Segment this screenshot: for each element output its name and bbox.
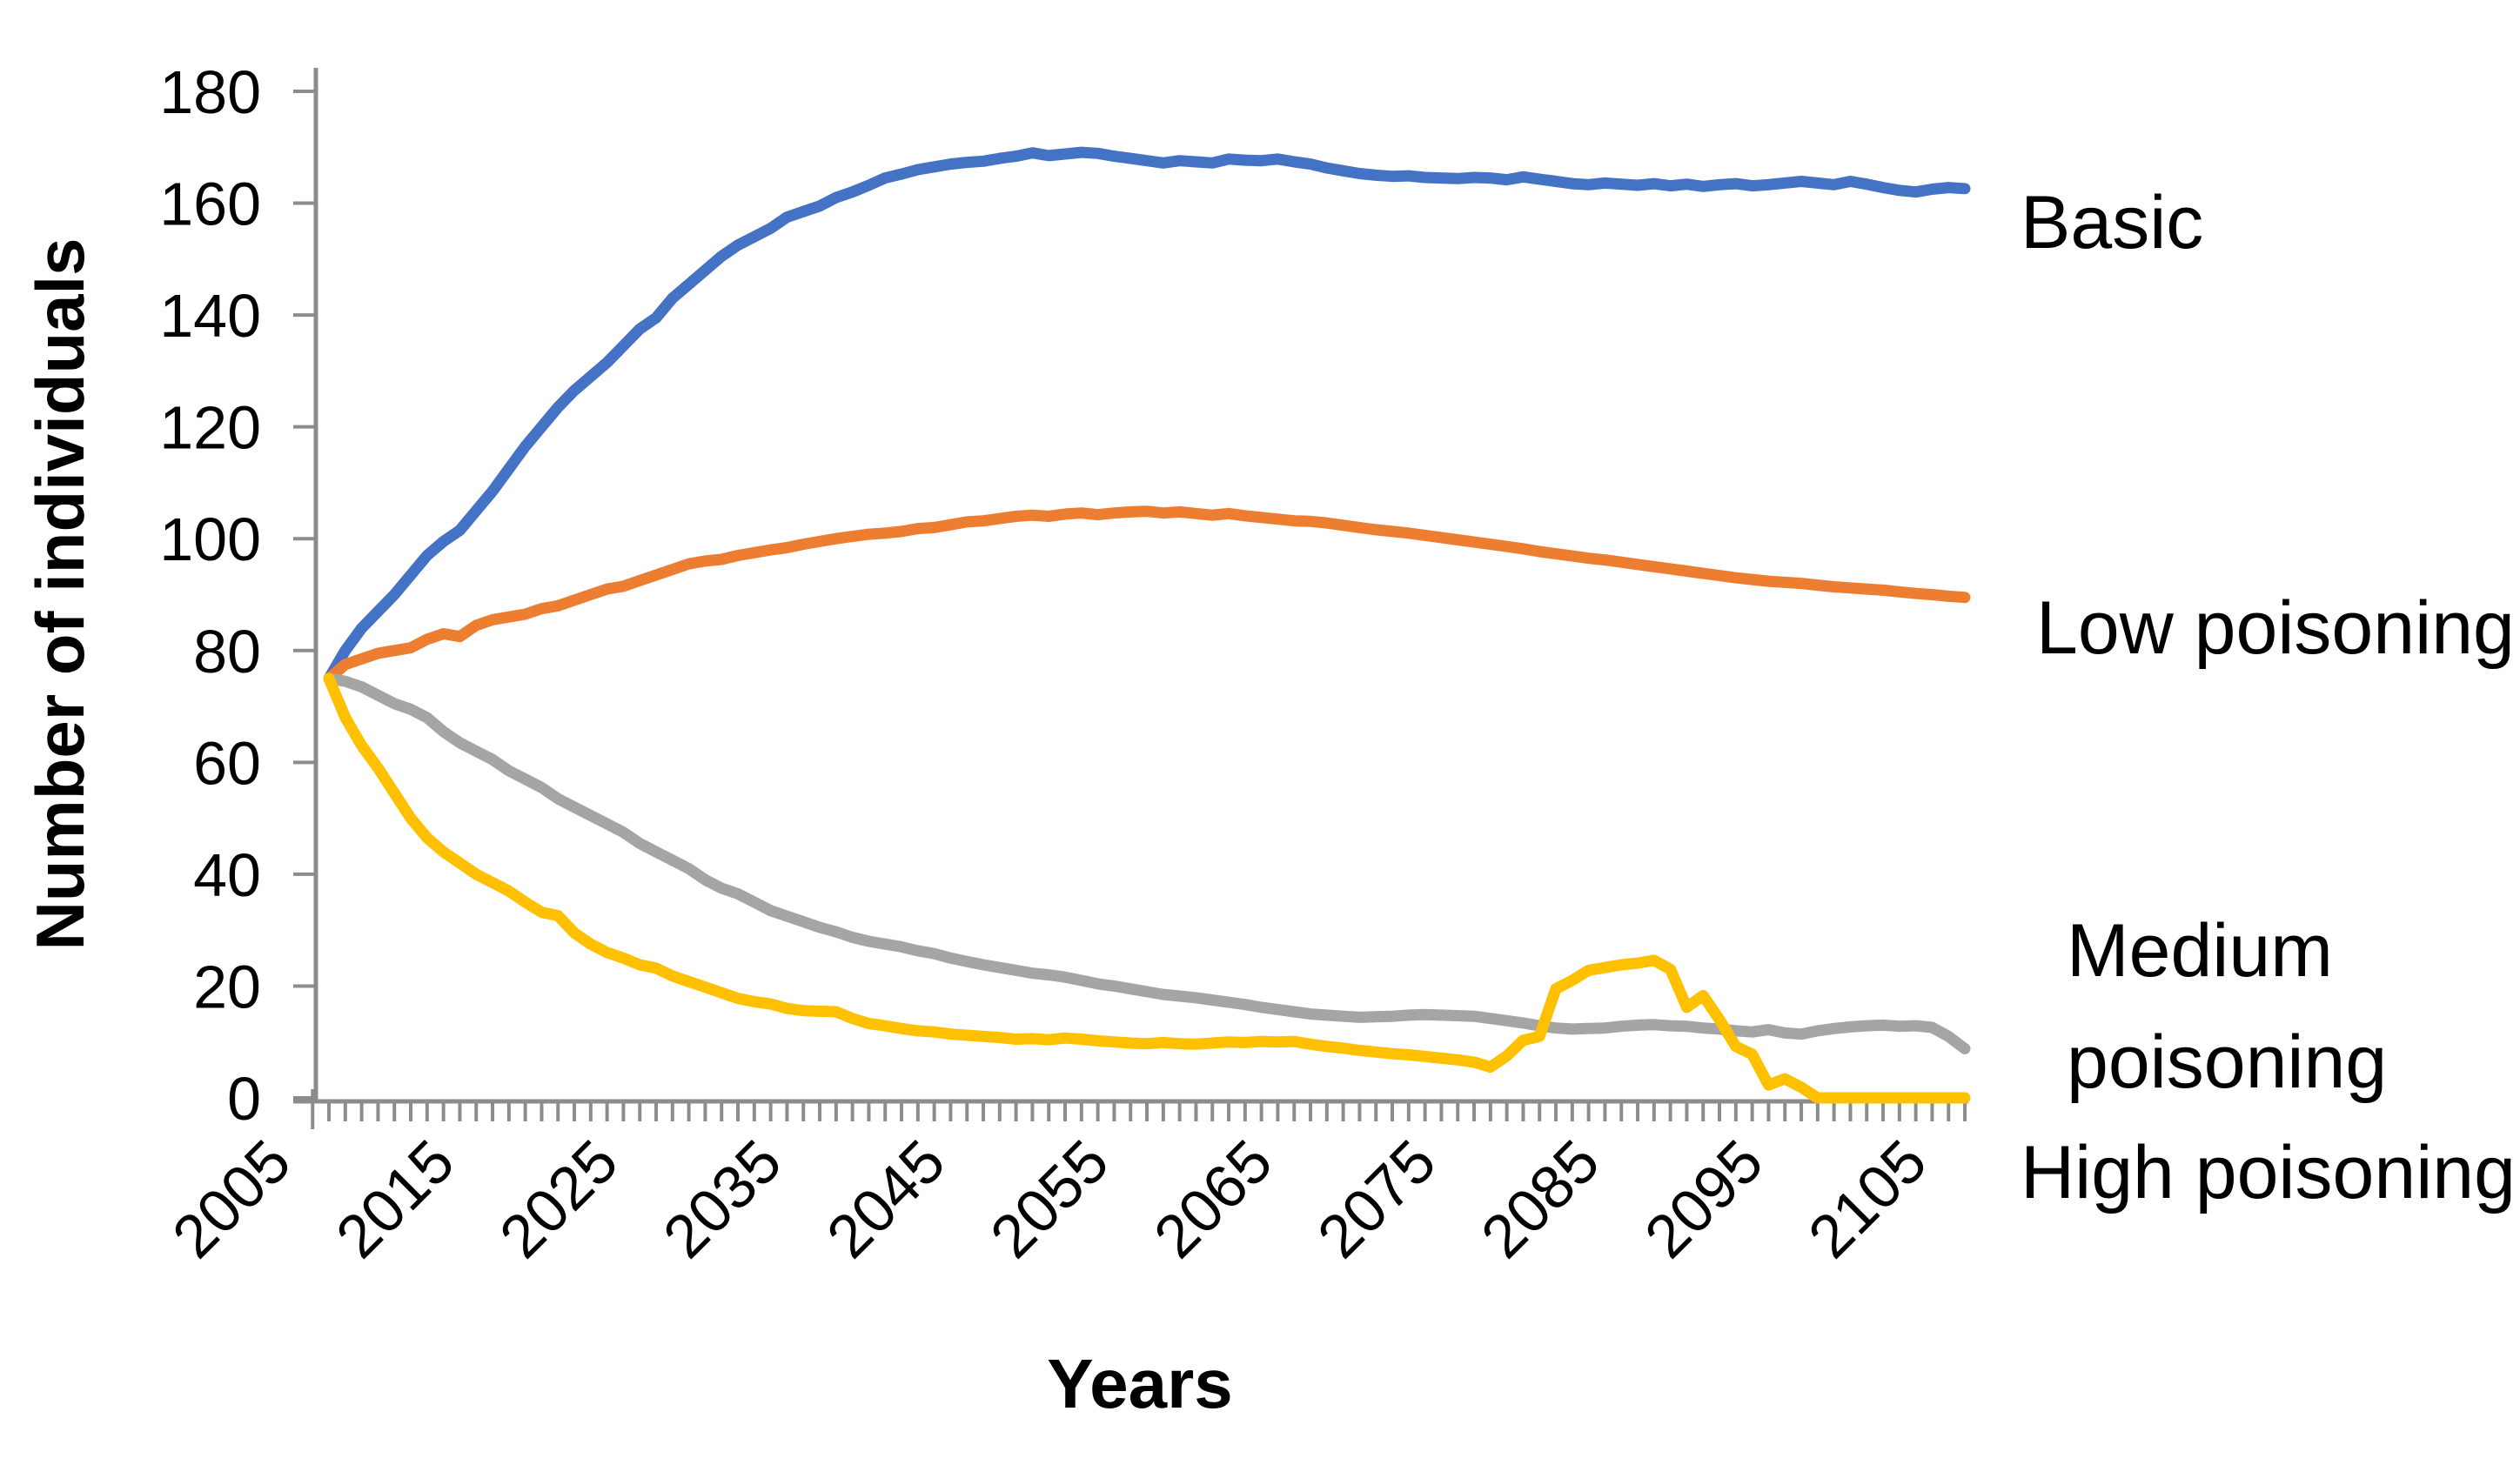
x-tick-label: 2025: [486, 1127, 630, 1270]
series-label-basic: Basic: [2021, 181, 2204, 264]
x-tick-label: 2035: [650, 1127, 794, 1270]
x-tick-label: 2085: [1468, 1127, 1612, 1270]
y-tick-label: 100: [159, 505, 261, 573]
series-line-medium-poisoning: [323, 672, 1971, 1054]
y-tick-label: 140: [159, 282, 261, 350]
x-tick-label: 2055: [977, 1127, 1121, 1270]
x-tick-label: 2095: [1632, 1127, 1775, 1270]
y-tick-label: 80: [193, 618, 261, 686]
y-tick-label: 0: [227, 1065, 261, 1133]
x-axis-title: Years: [1047, 1345, 1233, 1422]
y-tick-label: 160: [159, 171, 261, 238]
y-tick-label: 40: [193, 841, 261, 909]
x-tick-label: 2105: [1795, 1127, 1939, 1270]
x-tick-label: 2075: [1304, 1127, 1448, 1270]
y-tick-label: 120: [159, 394, 261, 462]
x-tick-label: 2005: [159, 1127, 303, 1270]
series-line-high-poisoning: [323, 672, 1971, 1104]
series-label-high-poisoning: High poisoning: [2021, 1131, 2516, 1214]
series-line-low-poisoning: [323, 505, 1971, 685]
x-tick-label: 2015: [323, 1127, 466, 1270]
y-tick-label: 180: [159, 58, 261, 126]
series-label-low-poisoning: Low poisoning: [2036, 586, 2515, 670]
y-tick-label: 60: [193, 729, 261, 797]
series-line-basic: [323, 146, 1971, 685]
x-tick-label: 2045: [814, 1127, 957, 1270]
series-label-medium-poisoning: Medium poisoning: [2067, 909, 2388, 1104]
y-axis-title: Number of individuals: [22, 237, 98, 951]
x-tick-label: 2065: [1141, 1127, 1284, 1270]
y-tick-label: 20: [193, 953, 261, 1020]
